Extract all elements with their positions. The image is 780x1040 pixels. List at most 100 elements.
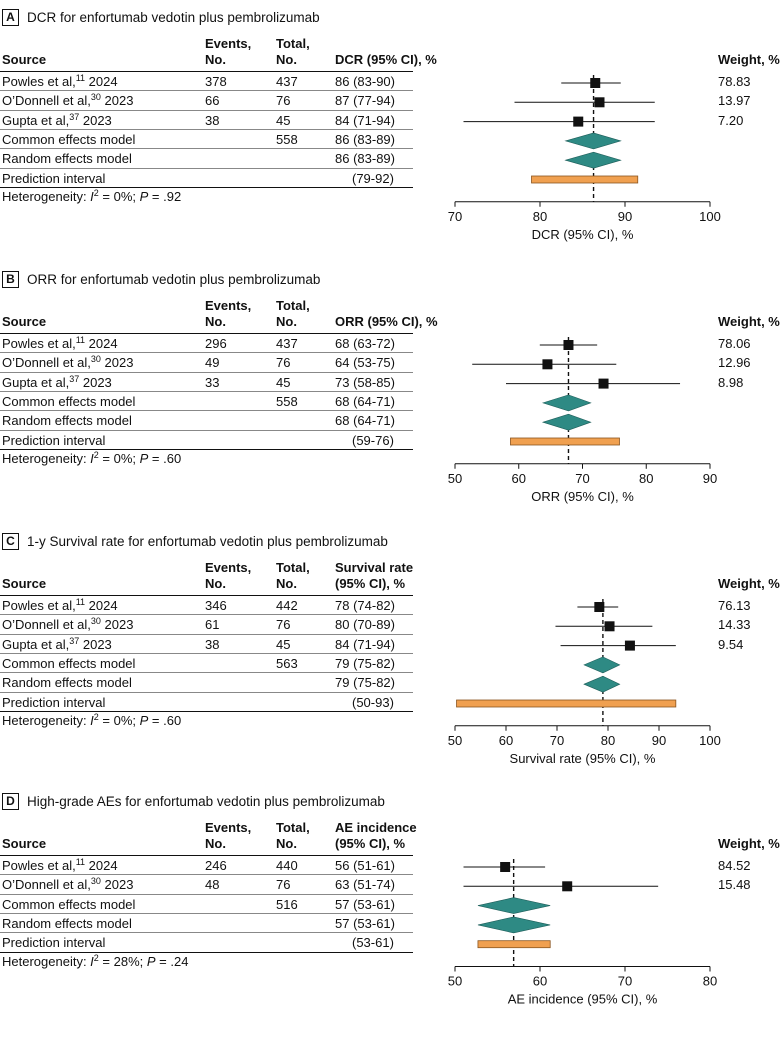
het-p: P (139, 712, 149, 728)
study-ref: 30 (90, 876, 101, 887)
events-header-line2: No. (205, 576, 226, 591)
random-estimate: 79 (75-82) (335, 675, 395, 691)
study-ref: 30 (90, 354, 101, 365)
weight-header: Weight, % (718, 576, 780, 591)
study-source: O’Donnell et al,30 2023 (2, 877, 133, 893)
row-rule (0, 109, 413, 111)
het-p-value: = .60 (148, 450, 182, 466)
study-name: Powles et al, (2, 74, 76, 89)
events-header-line2: No. (205, 314, 226, 329)
study-point-square (624, 640, 635, 651)
study-total: 437 (276, 74, 298, 89)
study-weight: 13.97 (718, 93, 751, 109)
study-point-square (594, 97, 605, 108)
study-weight: 7.20 (718, 112, 744, 128)
study-estimate: 78 (74-82) (335, 598, 395, 613)
het-sq: 2 (93, 449, 99, 460)
common-total: 558 (276, 393, 298, 409)
random-label: Random effects model (2, 915, 132, 931)
common-label: Common effects model (2, 896, 136, 912)
common-label: Common effects model (2, 655, 136, 671)
het-p-value: = .92 (148, 188, 182, 204)
study-total: 45 (276, 112, 291, 128)
het-i2-value: = 28%; (98, 953, 147, 969)
common-label: Common effects model (2, 131, 136, 147)
study-point-square (598, 378, 609, 389)
table-bottom-rule (0, 186, 413, 188)
x-tick-label: 50 (448, 974, 462, 989)
row-rule (0, 672, 413, 674)
row-rule (0, 652, 413, 654)
study-events: 378 (205, 74, 227, 89)
events-header-line1: Events, (205, 560, 252, 575)
row-rule (0, 390, 413, 392)
x-axis-label: DCR (95% CI), % (532, 227, 634, 242)
common-total: 516 (276, 896, 298, 912)
het-prefix: Heterogeneity: (2, 450, 91, 466)
panel-title-text: ORR for enfortumab vedotin plus pembroli… (27, 271, 321, 287)
events-header-line1: Events, (205, 820, 252, 835)
x-axis-label: AE incidence (95% CI), % (508, 992, 658, 1007)
study-year: 2024 (88, 336, 118, 351)
study-source: Gupta et al,37 2023 (2, 374, 112, 391)
study-weight: 12.96 (718, 355, 751, 371)
x-tick-label: 50 (448, 733, 462, 748)
study-name: O’Donnell et al, (2, 355, 91, 371)
study-source: Powles et al,11 2024 (2, 598, 118, 614)
table-bottom-rule (0, 951, 413, 953)
common-estimate: 57 (53-61) (335, 896, 395, 912)
row-rule (0, 893, 413, 895)
common-effects-diamond (477, 897, 551, 914)
study-name: O’Donnell et al, (2, 93, 91, 109)
study-name: Powles et al, (2, 598, 76, 613)
study-events: 38 (205, 112, 220, 128)
study-ref: 11 (75, 73, 86, 83)
panel-d: D High-grade AEs for enfortumab vedotin p… (0, 790, 780, 1040)
estimate-header-line1: Survival rate (335, 560, 414, 575)
study-name: Powles et al, (2, 858, 76, 873)
het-p-value: = .60 (148, 712, 182, 728)
het-prefix: Heterogeneity: (2, 188, 91, 204)
random-label: Random effects model (2, 413, 132, 429)
study-source: O’Donnell et al,30 2023 (2, 617, 133, 633)
x-axis-label: ORR (95% CI), % (531, 489, 634, 504)
row-rule (0, 90, 413, 92)
het-i2-value: = 0%; (98, 450, 140, 466)
het-p-value: = .24 (155, 953, 189, 969)
forest-plot: 50 60 70 80 AE incidence (95% CI), % (448, 859, 717, 1007)
prediction-estimate: (59-76) (352, 432, 394, 448)
panel-title-text: DCR for enfortumab vedotin plus pembroli… (27, 9, 320, 25)
study-total: 442 (276, 598, 298, 613)
study-year: 2024 (88, 74, 118, 89)
events-header-line1: Events, (205, 36, 252, 51)
het-i2-value: = 0%; (98, 188, 140, 204)
panel-b: B ORR for enfortumab vedotin plus pembrol… (0, 268, 780, 518)
x-tick-label: 50 (448, 471, 462, 486)
common-total: 563 (276, 655, 298, 671)
study-weight: 15.48 (718, 877, 751, 893)
forest-plot: 50 60 70 80 90 100 Survival rate (95% CI), % (448, 599, 721, 766)
events-header-line2: No. (205, 52, 226, 67)
panel-title: D High-grade AEs for enfortumab vedotin p… (2, 790, 385, 812)
x-tick-label: 100 (699, 733, 721, 748)
study-weight: 9.54 (718, 636, 744, 652)
study-total: 440 (276, 858, 298, 873)
random-effects-diamond (541, 413, 592, 431)
random-effects-diamond (583, 675, 621, 693)
table-bottom-rule (0, 448, 413, 450)
study-events: 61 (205, 617, 220, 633)
row-rule (0, 633, 413, 635)
study-estimate: 68 (63-72) (335, 336, 395, 351)
study-events: 296 (205, 336, 227, 351)
study-source: Powles et al,11 2024 (2, 858, 118, 874)
het-i2-value: = 0%; (98, 712, 140, 728)
study-ref: 11 (75, 857, 86, 867)
row-rule (0, 691, 413, 693)
estimate-header-line2: (95% CI), % (335, 836, 406, 851)
common-effects-diamond (541, 394, 592, 412)
common-label: Common effects model (2, 393, 136, 409)
random-estimate: 68 (64-71) (335, 413, 395, 429)
panel-c: C 1-y Survival rate for enfortumab vedoti… (0, 530, 780, 780)
study-events: 38 (205, 636, 220, 652)
study-year: 2023 (104, 93, 134, 109)
